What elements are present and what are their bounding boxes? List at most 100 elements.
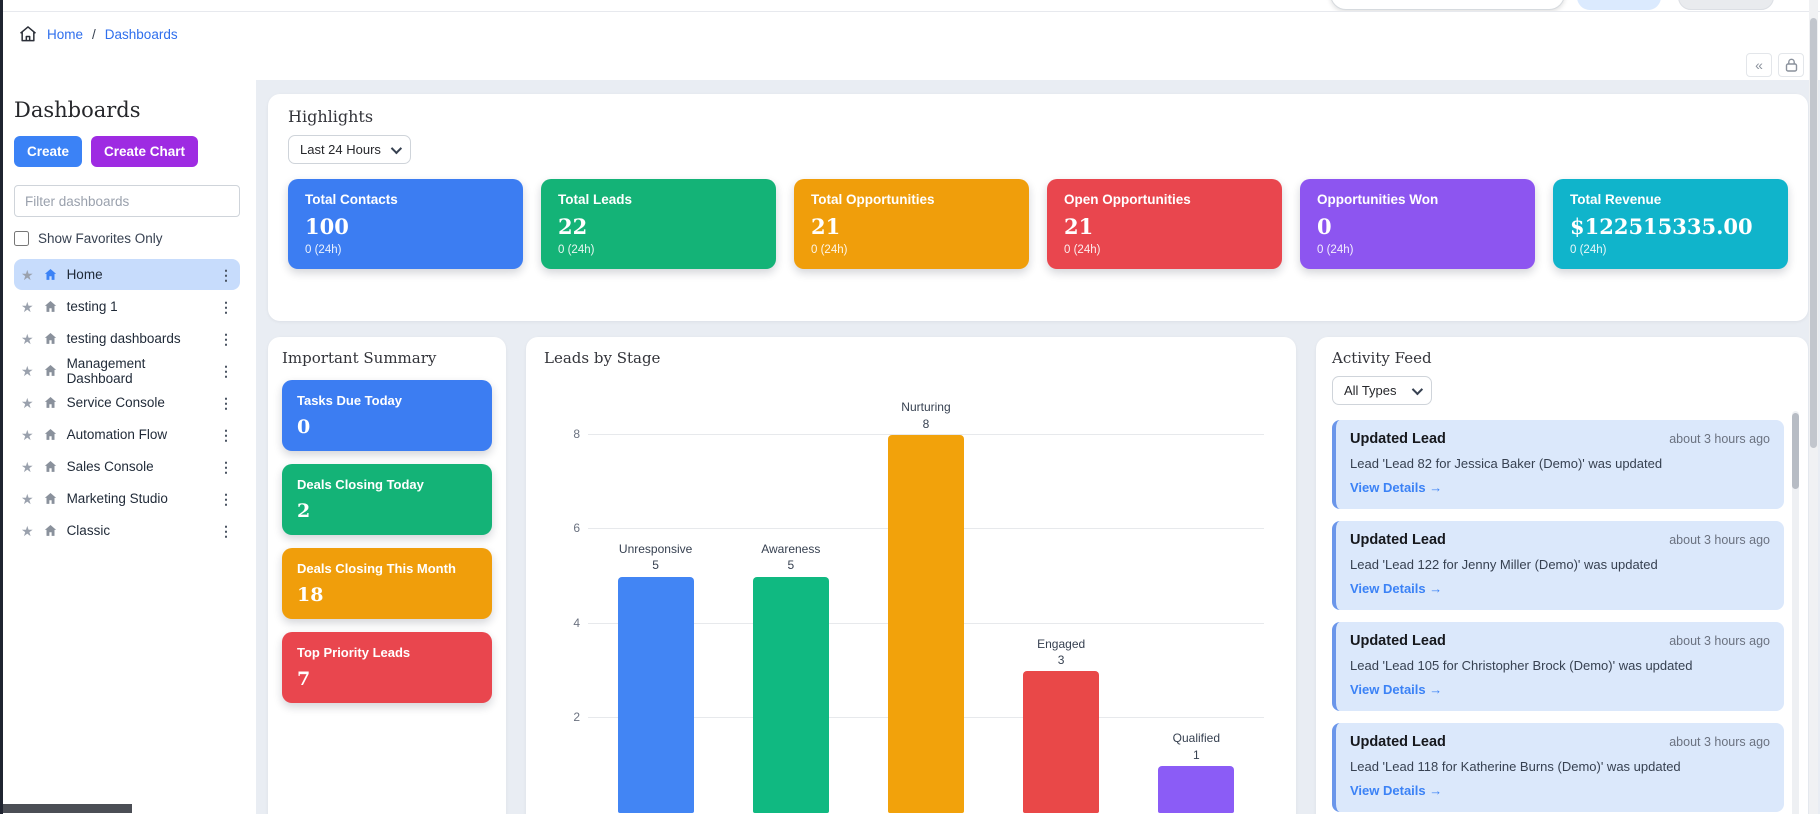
create-button[interactable]: Create [14, 136, 83, 167]
dashboard-name: Management Dashboard [66, 355, 146, 386]
bar-value: 5 [652, 558, 659, 573]
sidebar-item-sales-console[interactable]: ★ Sales Console ⋮ [14, 451, 240, 482]
kebab-menu-icon[interactable]: ⋮ [219, 490, 233, 507]
sidebar-item-automation-flow[interactable]: ★ Automation Flow ⋮ [14, 419, 240, 450]
kebab-menu-icon[interactable]: ⋮ [219, 426, 233, 443]
collapse-panel-button[interactable]: « [1746, 53, 1772, 77]
home-icon [44, 429, 56, 440]
dashboard-name: Classic [66, 523, 111, 538]
bar[interactable] [617, 576, 694, 813]
summary-card-value: 7 [297, 668, 311, 690]
kebab-menu-icon[interactable]: ⋮ [219, 298, 233, 315]
favorites-filter: Show Favorites Only [14, 231, 240, 246]
feed-item-timestamp: about 3 hours ago [1669, 432, 1770, 446]
sidebar-item-marketing-studio[interactable]: ★ Marketing Studio ⋮ [14, 483, 240, 514]
sidebar-item-service-console[interactable]: ★ Service Console ⋮ [14, 387, 240, 418]
summary-card[interactable]: Deals Closing Today 2 [282, 464, 492, 535]
summary-card-label: Top Priority Leads [297, 645, 411, 660]
global-search-input[interactable] [1330, 0, 1565, 10]
bar[interactable] [1158, 765, 1235, 813]
bar-column: Engaged 3 [996, 397, 1126, 813]
feed-item-body: Lead 'Lead 118 for Katherine Burns (Demo… [1350, 759, 1681, 774]
horizontal-scrollbar-thumb[interactable] [0, 804, 132, 813]
feed-type-select[interactable]: All Types [1332, 376, 1432, 405]
kebab-menu-icon[interactable]: ⋮ [219, 266, 233, 283]
gridline [588, 433, 1264, 435]
star-icon[interactable]: ★ [21, 394, 34, 411]
dashboard-name: Home [66, 267, 103, 282]
kpi-subtext: 0 (24h) [1317, 244, 1354, 256]
dashboard-name: Sales Console [66, 459, 154, 474]
topbar-primary-button[interactable] [1577, 0, 1661, 10]
star-icon[interactable]: ★ [21, 330, 34, 347]
bar[interactable] [887, 434, 964, 813]
chevron-down-icon [1411, 383, 1424, 395]
bar-column: Qualified 1 [1131, 397, 1261, 813]
main-area: Dashboards Create Create Chart Show Favo… [0, 80, 1820, 814]
view-details-link[interactable]: View Details → [1350, 581, 1443, 596]
kebab-menu-icon[interactable]: ⋮ [219, 458, 233, 475]
page-scrollbar-thumb[interactable] [1810, 18, 1817, 448]
y-axis-tick: 4 [573, 615, 580, 630]
bottom-row: Important Summary Tasks Due Today 0 Deals … [268, 337, 1808, 814]
bar[interactable] [1023, 671, 1100, 813]
time-range-select[interactable]: Last 24 Hours [288, 135, 411, 164]
content-area: Highlights Last 24 Hours Total Contacts 1… [256, 80, 1820, 814]
feed-title: Activity Feed [1332, 349, 1432, 367]
kebab-menu-icon[interactable]: ⋮ [219, 394, 233, 411]
bar-label: Qualified 1 [1173, 730, 1220, 762]
breadcrumb-current-link[interactable]: Dashboards [104, 26, 178, 42]
topbar-secondary-button[interactable] [1678, 0, 1774, 10]
page-scrollbar[interactable] [1809, 0, 1818, 814]
home-breadcrumb-icon[interactable] [18, 24, 38, 44]
sidebar-item-testing-1[interactable]: ★ testing 1 ⋮ [14, 291, 240, 322]
kpi-card[interactable]: Total Revenue $122515335.00 0 (24h) [1553, 179, 1788, 269]
view-details-link[interactable]: View Details → [1350, 480, 1443, 495]
y-axis-tick: 8 [573, 426, 580, 441]
star-icon[interactable]: ★ [21, 426, 34, 443]
view-details-link[interactable]: View Details → [1350, 783, 1443, 798]
sidebar-item-testing-dashboards[interactable]: ★ testing dashboards ⋮ [14, 323, 240, 354]
kpi-card[interactable]: Total Leads 22 0 (24h) [541, 179, 776, 269]
kpi-card[interactable]: Total Opportunities 21 0 (24h) [794, 179, 1029, 269]
breadcrumb-home-link[interactable]: Home [47, 26, 84, 42]
feed-scrollbar-thumb[interactable] [1792, 413, 1799, 489]
highlights-panel: Highlights Last 24 Hours Total Contacts 1… [268, 94, 1808, 321]
star-icon[interactable]: ★ [21, 522, 34, 539]
chart-title: Leads by Stage [544, 349, 661, 367]
feed-item-body: Lead 'Lead 105 for Christopher Brock (De… [1350, 658, 1693, 673]
feed-item: Updated Lead about 3 hours ago Lead 'Lead … [1332, 521, 1784, 610]
kpi-card[interactable]: Total Contacts 100 0 (24h) [288, 179, 523, 269]
kebab-menu-icon[interactable]: ⋮ [219, 362, 233, 379]
kpi-card[interactable]: Open Opportunities 21 0 (24h) [1047, 179, 1282, 269]
summary-card[interactable]: Deals Closing This Month 18 [282, 548, 492, 619]
bar-value: 1 [1193, 747, 1200, 762]
star-icon[interactable]: ★ [21, 458, 34, 475]
summary-card[interactable]: Tasks Due Today 0 [282, 380, 492, 451]
double-chevron-left-icon: « [1755, 57, 1763, 73]
kpi-card[interactable]: Opportunities Won 0 0 (24h) [1300, 179, 1535, 269]
star-icon[interactable]: ★ [21, 362, 34, 379]
bar[interactable] [752, 576, 829, 813]
kebab-menu-icon[interactable]: ⋮ [219, 522, 233, 539]
star-icon[interactable]: ★ [21, 266, 34, 283]
kebab-menu-icon[interactable]: ⋮ [219, 330, 233, 347]
kpi-subtext: 0 (24h) [1570, 244, 1607, 256]
star-icon[interactable]: ★ [21, 298, 34, 315]
create-chart-button[interactable]: Create Chart [91, 136, 199, 167]
home-icon [44, 493, 56, 504]
sidebar-item-classic[interactable]: ★ Classic ⋮ [14, 515, 240, 546]
home-icon [44, 525, 56, 536]
summary-card[interactable]: Top Priority Leads 7 [282, 632, 492, 703]
filter-dashboards-input[interactable] [14, 185, 240, 217]
sidebar-item-home[interactable]: ★ Home ⋮ [14, 259, 240, 290]
feed-scrollbar[interactable] [1792, 411, 1799, 814]
kpi-subtext: 0 (24h) [305, 244, 342, 256]
kpi-subtext: 0 (24h) [1064, 244, 1101, 256]
star-icon[interactable]: ★ [21, 490, 34, 507]
lock-layout-button[interactable] [1778, 53, 1804, 77]
view-details-link[interactable]: View Details → [1350, 682, 1443, 697]
show-favorites-checkbox[interactable] [14, 231, 29, 246]
feed-item: Updated Lead about 3 hours ago Lead 'Lead … [1332, 723, 1784, 812]
sidebar-item-management-dashboard[interactable]: ★ Management Dashboard ⋮ [14, 355, 240, 386]
